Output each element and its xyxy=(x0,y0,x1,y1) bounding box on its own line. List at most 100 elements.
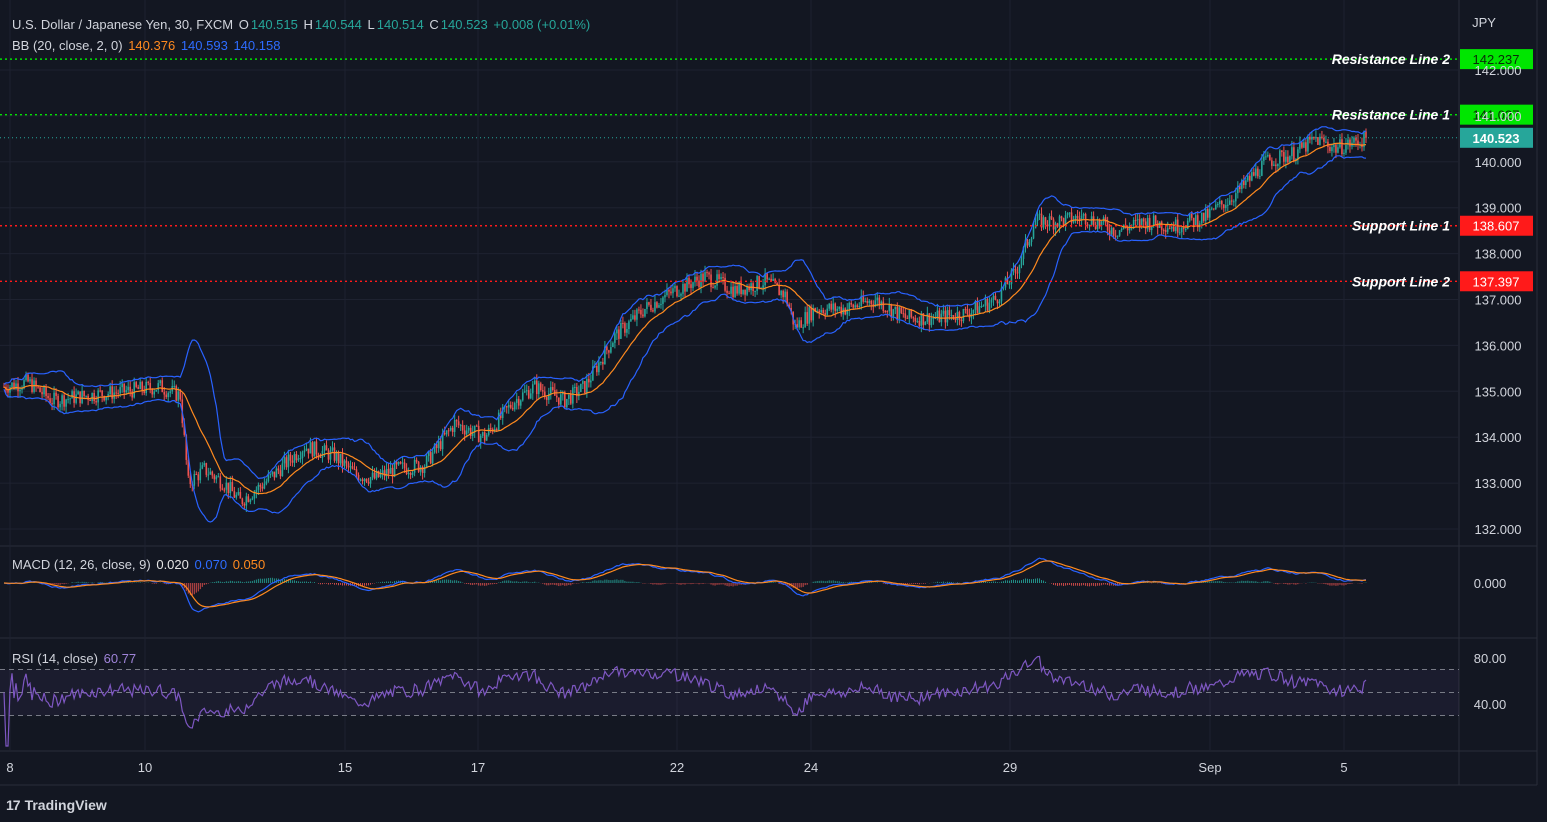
candle-body xyxy=(485,434,488,441)
candle-body xyxy=(1064,215,1067,226)
candle-body xyxy=(932,317,935,319)
candle-body xyxy=(644,308,646,317)
candle-body xyxy=(81,390,83,404)
candle-body xyxy=(495,428,498,431)
candle-body xyxy=(924,321,927,325)
candle-body xyxy=(303,450,306,453)
candle-body xyxy=(1329,147,1331,152)
candle-body xyxy=(694,276,696,283)
candle-body xyxy=(696,276,698,281)
candle-body xyxy=(367,481,370,484)
candle-body xyxy=(572,387,574,404)
candle-body xyxy=(1241,180,1243,190)
candle-body xyxy=(972,309,975,314)
macd-legend[interactable]: MACD (12, 26, close, 9) 0.020 0.070 0.05… xyxy=(12,557,267,572)
candle-body xyxy=(1249,175,1251,181)
candle-body xyxy=(1355,137,1357,141)
candle-body xyxy=(892,309,895,317)
candle-body xyxy=(1291,147,1293,157)
candle-body xyxy=(712,287,714,289)
candle-body xyxy=(1281,150,1283,153)
candle-body xyxy=(505,406,508,408)
candle-body xyxy=(782,290,784,298)
candle-body xyxy=(281,463,284,477)
support-line-label: Support Line 2 xyxy=(1352,273,1450,289)
candle-body xyxy=(227,482,230,494)
candle-body xyxy=(111,386,113,399)
candle-body xyxy=(1106,222,1109,231)
bb-legend[interactable]: BB (20, close, 2, 0) 140.376 140.593 140… xyxy=(12,38,282,53)
symbol-name[interactable]: U.S. Dollar / Japanese Yen, 30, FXCM xyxy=(12,17,234,32)
candle-body xyxy=(776,282,778,285)
price-tick-label: 138.000 xyxy=(1475,247,1522,262)
candle-body xyxy=(1319,136,1321,145)
time-tick-label: 22 xyxy=(670,760,684,775)
candle-body xyxy=(1206,209,1209,218)
candle-body xyxy=(830,303,833,310)
candle-body xyxy=(259,484,262,487)
candle-body xyxy=(624,323,626,333)
candle-body xyxy=(455,420,458,422)
candle-body xyxy=(740,282,742,295)
candle-body xyxy=(954,318,957,321)
grid xyxy=(0,0,1538,786)
candle-body xyxy=(419,466,422,472)
candle-body xyxy=(1341,139,1343,155)
candle-body xyxy=(213,475,216,480)
candle-body xyxy=(217,476,220,478)
candle-body xyxy=(880,301,883,306)
candle-body xyxy=(1218,200,1221,205)
candle-body xyxy=(906,318,909,320)
candle-body xyxy=(129,386,131,392)
low-value: 140.514 xyxy=(376,17,424,32)
candle-body xyxy=(1118,230,1121,236)
candle-body xyxy=(582,381,584,384)
candle-body xyxy=(407,473,410,475)
candle-body xyxy=(964,309,967,311)
tradingview-logo[interactable]: 17 TradingView xyxy=(6,797,107,813)
candle-body xyxy=(1166,228,1169,232)
candle-body xyxy=(283,457,286,464)
candle-body xyxy=(768,278,770,280)
candle-body xyxy=(1142,218,1145,222)
candle-body xyxy=(1323,137,1325,142)
candle-body xyxy=(612,342,614,348)
candle-body xyxy=(864,300,867,302)
candle-body xyxy=(1200,212,1203,224)
candle-body xyxy=(590,380,592,383)
candle-body xyxy=(948,310,951,316)
candle-body xyxy=(327,450,330,460)
candle-body xyxy=(1271,160,1273,166)
candle-body xyxy=(103,396,105,401)
support-resistance-lines[interactable]: 140.523 Resistance Line 2 142.237 Resistanc… xyxy=(0,49,1533,292)
candle-body xyxy=(852,304,855,308)
candle-body xyxy=(592,366,594,381)
candle-body xyxy=(161,380,164,393)
candle-body xyxy=(756,276,758,291)
time-tick-label: Sep xyxy=(1198,760,1221,775)
candle-body xyxy=(894,306,897,310)
candle-body xyxy=(267,474,270,482)
candle-body xyxy=(736,286,738,294)
candle-body xyxy=(636,309,638,320)
candle-body xyxy=(802,327,804,329)
candle-body xyxy=(1060,216,1063,219)
candle-body xyxy=(65,399,67,407)
candle-body xyxy=(820,310,822,313)
candle-body xyxy=(1072,220,1075,223)
candle-body xyxy=(1353,137,1355,143)
candle-body xyxy=(796,324,798,328)
support-price-tag xyxy=(1460,271,1533,292)
candle-body xyxy=(291,460,294,463)
candle-body xyxy=(293,454,296,463)
candle-body xyxy=(209,471,212,475)
candle-body xyxy=(439,441,442,450)
candle-body xyxy=(670,291,672,294)
candle-body xyxy=(59,403,61,408)
candle-body xyxy=(487,428,490,435)
candle-body xyxy=(956,311,959,321)
candle-body xyxy=(714,285,716,288)
high-label: H xyxy=(303,17,313,32)
rsi-legend[interactable]: RSI (14, close) 60.77 xyxy=(12,651,138,666)
